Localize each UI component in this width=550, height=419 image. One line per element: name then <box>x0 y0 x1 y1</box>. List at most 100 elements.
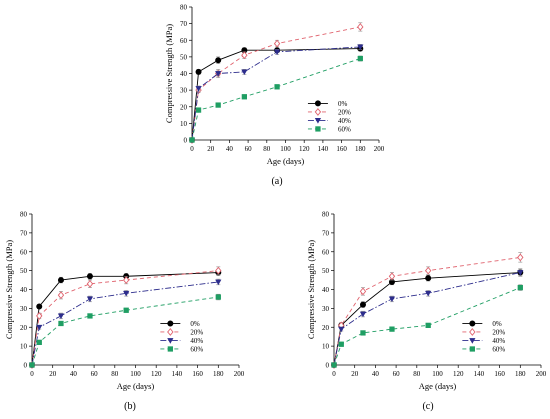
panel-caption: (b) <box>124 401 136 412</box>
data-point <box>86 296 94 303</box>
data-point <box>517 270 524 276</box>
data-point <box>359 287 367 296</box>
y-tick-label: 30 <box>322 305 330 313</box>
chart-panel-b: 0 20 40 60 80 100 120 140 160 180 200 0 10 20 30 40 50 60… <box>4 211 245 413</box>
data-point <box>359 301 366 308</box>
y-tick-label: 40 <box>20 286 28 294</box>
series-line <box>333 272 521 366</box>
series-60% <box>189 55 363 143</box>
legend-marker <box>167 328 174 336</box>
data-point <box>241 94 248 100</box>
legend-label: 20% <box>338 108 351 116</box>
series-20% <box>28 266 222 369</box>
series-line <box>31 281 219 366</box>
data-point <box>195 68 202 75</box>
y-tick-label: 30 <box>20 305 28 313</box>
data-point <box>388 272 396 281</box>
legend-label: 0% <box>190 320 200 328</box>
data-point <box>273 39 281 48</box>
legend-label: 40% <box>492 337 505 345</box>
data-point <box>36 312 43 320</box>
chart-panel-c: 0 20 40 60 80 100 120 140 160 180 200 0 10 20 30 40 50 60… <box>306 211 547 413</box>
legend-marker <box>314 108 322 116</box>
y-tick-label: 80 <box>20 211 28 219</box>
data-point <box>331 362 337 368</box>
data-point <box>36 339 42 345</box>
data-point <box>338 341 344 347</box>
legend-marker <box>167 346 173 352</box>
series-40% <box>28 278 222 369</box>
y-tick-label: 10 <box>180 120 188 128</box>
x-tick-label: 0 <box>332 370 336 378</box>
y-tick-label: 40 <box>180 70 188 78</box>
y-tick-label: 0 <box>326 362 330 370</box>
x-tick-label: 100 <box>432 370 443 378</box>
series-line <box>333 287 521 366</box>
data-point <box>57 277 64 284</box>
legend-marker <box>314 118 322 124</box>
legend-label: 60% <box>338 125 351 133</box>
series-60% <box>331 284 523 368</box>
y-tick-label: 60 <box>180 37 188 45</box>
legend-marker <box>469 338 476 344</box>
data-point <box>36 303 43 310</box>
data-point <box>425 266 432 275</box>
data-point <box>123 307 129 313</box>
y-tick-label: 10 <box>322 343 330 351</box>
series-line <box>31 296 219 366</box>
x-tick-label: 80 <box>111 370 119 378</box>
chart-panel-a: 0 20 40 60 80 100 120 140 160 180 200 0 10 20 30 40 50 60… <box>164 4 385 188</box>
data-point <box>389 326 395 332</box>
y-tick-label: 50 <box>322 267 330 275</box>
x-tick-label: 180 <box>355 145 366 153</box>
data-point <box>195 107 202 113</box>
y-tick-label: 30 <box>180 87 188 95</box>
x-tick-label: 20 <box>207 145 215 153</box>
x-tick-label: 40 <box>70 370 78 378</box>
data-point <box>357 55 363 62</box>
data-point <box>517 253 524 262</box>
data-point <box>359 311 367 318</box>
x-tick-label: 140 <box>474 370 485 378</box>
data-point <box>123 276 130 284</box>
data-point <box>517 284 523 291</box>
legend-label: 20% <box>190 328 203 336</box>
x-tick-label: 0 <box>30 370 34 378</box>
x-tick-label: 180 <box>213 370 224 378</box>
x-tick-label: 60 <box>245 145 253 153</box>
series-60% <box>29 293 221 368</box>
legend: 0%20%40%60% <box>160 320 203 353</box>
y-tick-label: 10 <box>20 343 28 351</box>
y-tick-label: 70 <box>20 229 28 237</box>
data-point <box>36 324 43 331</box>
y-tick-label: 50 <box>180 53 188 61</box>
data-point <box>29 362 35 368</box>
legend: 0%20%40%60% <box>307 100 351 133</box>
y-tick-label: 20 <box>180 103 188 111</box>
data-point <box>57 313 65 320</box>
x-tick-label: 20 <box>49 370 57 378</box>
legend-label: 0% <box>492 320 502 328</box>
data-point <box>215 102 221 108</box>
x-tick-label: 120 <box>299 145 310 153</box>
legend-label: 60% <box>190 345 203 353</box>
x-tick-label: 140 <box>172 370 183 378</box>
y-tick-label: 70 <box>322 229 330 237</box>
x-tick-label: 160 <box>336 145 347 153</box>
y-tick-label: 80 <box>322 211 330 219</box>
data-point <box>241 69 248 76</box>
legend-label: 40% <box>338 117 351 125</box>
data-point <box>357 23 364 31</box>
legend-marker <box>469 346 475 352</box>
x-tick-label: 20 <box>351 370 359 378</box>
data-point <box>338 326 345 333</box>
data-point <box>86 279 94 288</box>
y-tick-label: 50 <box>20 267 28 275</box>
data-point <box>425 290 432 297</box>
y-tick-label: 0 <box>184 137 188 145</box>
data-point <box>57 291 65 300</box>
x-tick-label: 80 <box>413 370 421 378</box>
y-tick-label: 60 <box>20 248 28 256</box>
series-line <box>191 26 361 141</box>
